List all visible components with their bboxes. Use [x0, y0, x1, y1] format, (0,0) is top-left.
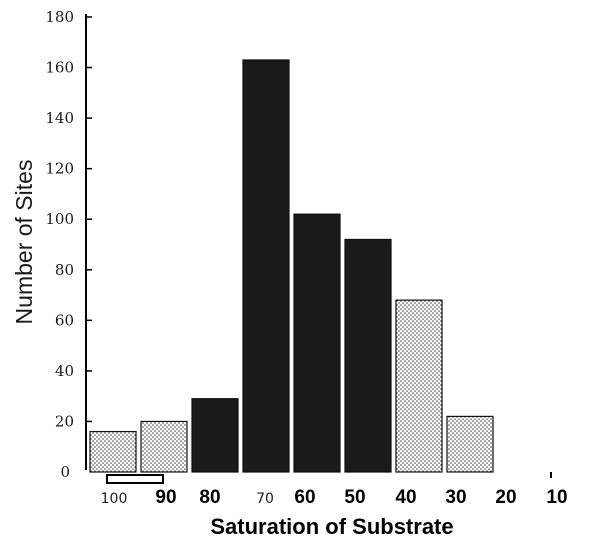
x-tick-label: 80 [199, 487, 220, 508]
y-tick-label: 180 [45, 8, 74, 26]
bar-50 [344, 238, 392, 473]
y-axis-label: Number of Sites [11, 160, 37, 325]
y-tick-label: 20 [55, 412, 74, 430]
x-tick-label: 10 [546, 487, 567, 508]
x-axis-bracket [106, 474, 164, 484]
bar-40 [395, 299, 443, 473]
bar-90 [140, 420, 188, 473]
y-tick-label: 120 [45, 160, 74, 178]
y-tick-label: 140 [45, 109, 74, 127]
x-tick-label: 70 [256, 491, 274, 507]
x-tick-label: 60 [294, 487, 315, 508]
bars [89, 59, 494, 473]
y-tick-label: 100 [45, 210, 74, 228]
bar-100 [89, 430, 137, 473]
y-tick-label: 80 [55, 261, 74, 279]
x-tick-label: 100 [101, 491, 128, 507]
bar-80 [191, 398, 239, 473]
bar-60 [293, 213, 341, 473]
x-ticks: 100 90 80 70 60 50 40 30 20 10 [101, 472, 568, 508]
x-tick-label: 20 [495, 487, 516, 508]
x-tick-label: 40 [395, 487, 416, 508]
bar-70 [242, 59, 290, 473]
y-tick-label: 60 [55, 311, 74, 329]
x-tick-label: 90 [155, 487, 176, 508]
y-ticks: 180 160 140 120 100 80 60 40 20 0 [45, 8, 92, 481]
bar-30 [446, 415, 494, 473]
y-tick-label: 160 [45, 59, 74, 77]
y-tick-label: 0 [60, 463, 70, 481]
x-tick-label: 50 [344, 487, 365, 508]
x-tick-label: 30 [445, 487, 466, 508]
x-axis-label: Saturation of Substrate [210, 514, 453, 539]
y-tick-label: 40 [55, 362, 74, 380]
